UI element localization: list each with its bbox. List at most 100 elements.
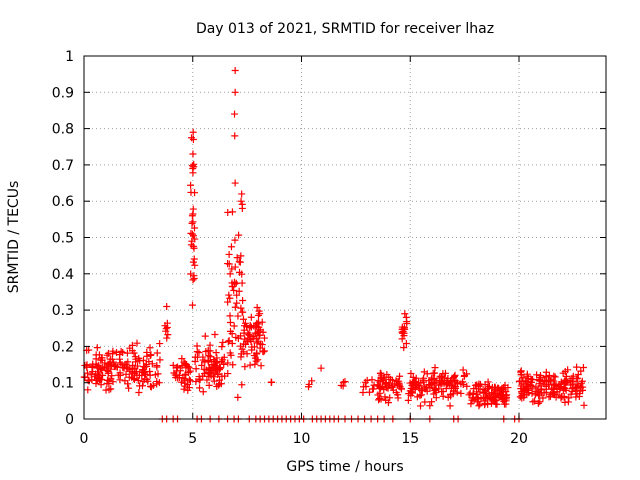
data-point <box>520 386 528 394</box>
data-point <box>542 368 550 376</box>
data-point <box>238 308 246 316</box>
data-point <box>190 160 198 168</box>
data-point <box>565 394 573 402</box>
data-point <box>517 382 525 390</box>
data-point <box>533 371 541 379</box>
data-point <box>439 370 447 378</box>
data-point <box>225 250 233 258</box>
data-point <box>557 383 565 391</box>
data-point <box>201 332 209 340</box>
data-point <box>188 219 196 227</box>
data-point <box>192 378 200 386</box>
y-tick-label: 0.5 <box>52 231 74 247</box>
data-point <box>139 369 147 377</box>
data-point <box>397 385 405 393</box>
data-point <box>256 310 264 318</box>
data-point <box>237 252 245 260</box>
data-point <box>226 312 234 320</box>
data-point <box>228 265 236 273</box>
y-axis-label: SRMTID / TECUs <box>6 181 22 294</box>
data-point <box>143 348 151 356</box>
data-point <box>229 282 237 290</box>
data-point <box>187 181 195 189</box>
data-point <box>108 355 116 363</box>
data-point <box>201 358 209 366</box>
data-point <box>116 359 124 367</box>
ticks: 0 5 10 15 20 0 0.1 0.2 0.3 0.4 0.5 0.6 0.7 0.8 0.9 1 <box>52 49 606 447</box>
data-point <box>412 374 420 382</box>
data-point <box>238 204 246 212</box>
data-point <box>242 340 250 348</box>
data-point <box>560 392 568 400</box>
data-point <box>87 371 95 379</box>
data-point <box>535 392 543 400</box>
data-point <box>206 347 214 355</box>
data-point <box>231 132 239 140</box>
data-point <box>93 344 101 352</box>
data-point <box>580 401 588 409</box>
data-point <box>146 371 154 379</box>
data-point <box>226 319 234 327</box>
data-point <box>576 390 584 398</box>
data-point <box>393 378 401 386</box>
data-point <box>471 381 479 389</box>
data-point <box>246 361 254 369</box>
data-point <box>205 372 213 380</box>
data-point <box>437 380 445 388</box>
data-point <box>233 299 241 307</box>
y-tick-label: 1 <box>65 49 74 65</box>
data-point <box>84 386 92 394</box>
data-point <box>161 322 169 330</box>
data-point <box>124 358 132 366</box>
data-point <box>377 371 385 379</box>
data-point <box>230 286 238 294</box>
data-point <box>133 371 141 379</box>
y-tick-label: 0.4 <box>52 267 74 283</box>
y-tick-label: 0 <box>65 412 74 428</box>
data-point <box>247 337 255 345</box>
data-point <box>231 236 239 244</box>
data-point <box>261 347 269 355</box>
data-point <box>432 378 440 386</box>
data-point <box>214 370 222 378</box>
data-point <box>236 258 244 266</box>
data-point <box>401 310 409 318</box>
data-point <box>234 334 242 342</box>
data-point <box>536 398 544 406</box>
y-tick-label: 0.1 <box>52 376 74 392</box>
data-point <box>253 339 261 347</box>
data-point <box>141 375 149 383</box>
data-point <box>407 388 415 396</box>
data-point <box>465 391 473 399</box>
data-point <box>517 371 525 379</box>
data-point <box>191 261 199 269</box>
data-point <box>185 376 193 384</box>
data-point <box>182 370 190 378</box>
data-point <box>226 327 234 335</box>
data-point <box>398 328 406 336</box>
data-point <box>196 384 204 392</box>
data-point <box>189 301 197 309</box>
data-point <box>83 369 91 377</box>
data-point <box>123 349 131 357</box>
data-point <box>92 355 100 363</box>
x-axis-label: GPS time / hours <box>286 459 403 475</box>
data-point <box>225 260 233 268</box>
data-point <box>199 388 207 396</box>
data-point <box>235 231 243 239</box>
data-point <box>308 377 316 385</box>
data-point <box>305 383 313 391</box>
data-point <box>109 347 117 355</box>
data-point <box>256 331 264 339</box>
data-point <box>238 279 246 287</box>
data-point <box>439 388 447 396</box>
x-tick-label: 20 <box>510 431 528 447</box>
data-point <box>363 376 371 384</box>
data-point <box>107 375 115 383</box>
data-point <box>238 190 246 198</box>
chart-title: Day 013 of 2021, SRMTID for receiver lha… <box>196 21 494 37</box>
data-point <box>386 394 394 402</box>
data-point <box>246 324 254 332</box>
data-point <box>111 361 119 369</box>
data-point <box>257 362 265 370</box>
